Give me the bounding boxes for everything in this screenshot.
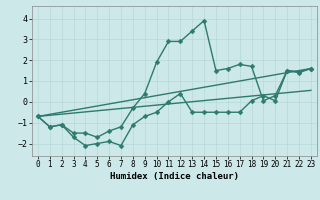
X-axis label: Humidex (Indice chaleur): Humidex (Indice chaleur) — [110, 172, 239, 181]
